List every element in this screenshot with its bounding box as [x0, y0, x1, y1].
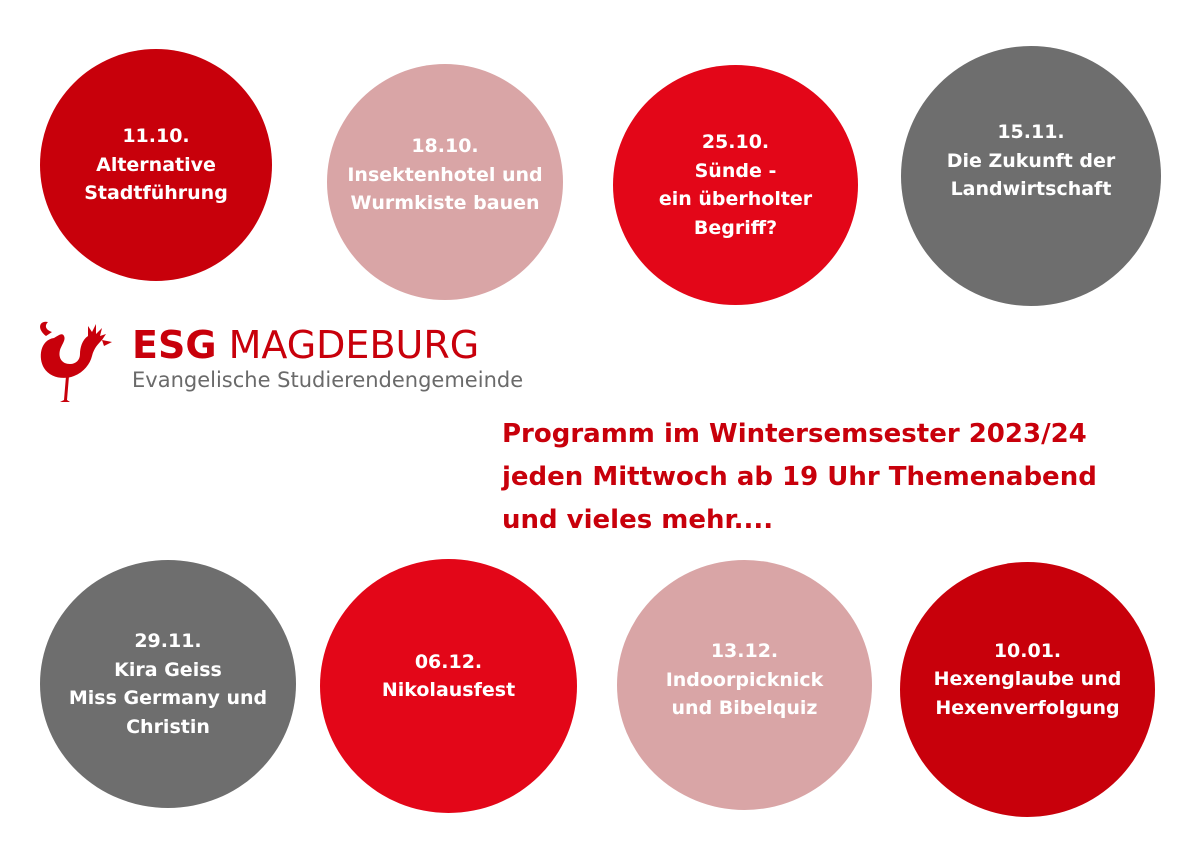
event-title-line: Die Zukunft der	[946, 149, 1116, 172]
event-circle-1: 11.10. Alternative Stadtführung	[40, 49, 272, 281]
event-title-line: Indoorpicknick	[665, 668, 824, 691]
program-line: Programm im Wintersemsester 2023/24	[502, 419, 1087, 449]
event-date: 25.10.	[701, 131, 770, 153]
program-line: und vieles mehr....	[502, 505, 774, 535]
event-title-line: Alternative	[96, 153, 216, 176]
logo-subtitle: Evangelische Studierendengemeinde	[132, 368, 524, 392]
event-date: 06.12.	[414, 650, 483, 673]
event-date: 18.10.	[411, 135, 479, 158]
program-text: Programm im Wintersemsester 2023/24 jede…	[502, 413, 1097, 542]
event-title-line: und Bibelquiz	[671, 697, 818, 720]
event-title-line: Kira Geiss	[114, 658, 222, 681]
event-date: 11.10.	[122, 125, 190, 148]
event-title-line: Landwirtschaft	[950, 178, 1112, 201]
event-title-line: Begriff?	[693, 216, 778, 239]
event-title-line: Stadtführung	[84, 182, 228, 205]
event-circle-2: 18.10. Insektenhotel und Wurmkiste bauen	[327, 64, 563, 300]
event-title-line: Insektenhotel und	[347, 163, 543, 186]
event-circle-5: 29.11. Kira Geiss Miss Germany und Chris…	[40, 560, 296, 808]
event-circle-6: 06.12. Nikolausfest	[320, 559, 577, 813]
event-circle-4: 15.11. Die Zukunft der Landwirtschaft	[901, 46, 1161, 306]
event-circle-8: 10.01. Hexenglaube und Hexenverfolgung	[900, 562, 1155, 817]
event-title-line: Christin	[126, 715, 210, 738]
rooster-icon	[40, 321, 112, 402]
event-title-line: Sünde -	[694, 159, 777, 182]
event-date: 29.11.	[134, 630, 202, 652]
logo-title-rest: MAGDEBURG	[216, 323, 480, 367]
event-date: 13.12.	[710, 640, 779, 663]
event-title-line: Hexenglaube und	[933, 668, 1122, 691]
program-line: jeden Mittwoch ab 19 Uhr Themenabend	[502, 462, 1097, 492]
logo-title: ESG MAGDEBURG	[132, 326, 479, 364]
event-title-line: ein überholter	[658, 188, 813, 210]
esg-logo: ESG MAGDEBURG Evangelische Studierendeng…	[36, 318, 596, 408]
event-title-line: Miss Germany und	[68, 687, 268, 709]
event-title-line: Wurmkiste bauen	[350, 192, 540, 215]
event-circle-3: 25.10. Sünde - ein überholter Begriff?	[613, 65, 858, 305]
event-title-line: Hexenverfolgung	[935, 696, 1120, 719]
event-date: 10.01.	[993, 639, 1062, 662]
logo-title-bold: ESG	[132, 323, 217, 367]
event-title-line: Nikolausfest	[381, 679, 516, 701]
event-circle-7: 13.12. Indoorpicknick und Bibelquiz	[617, 560, 872, 810]
event-date: 15.11.	[997, 121, 1065, 144]
